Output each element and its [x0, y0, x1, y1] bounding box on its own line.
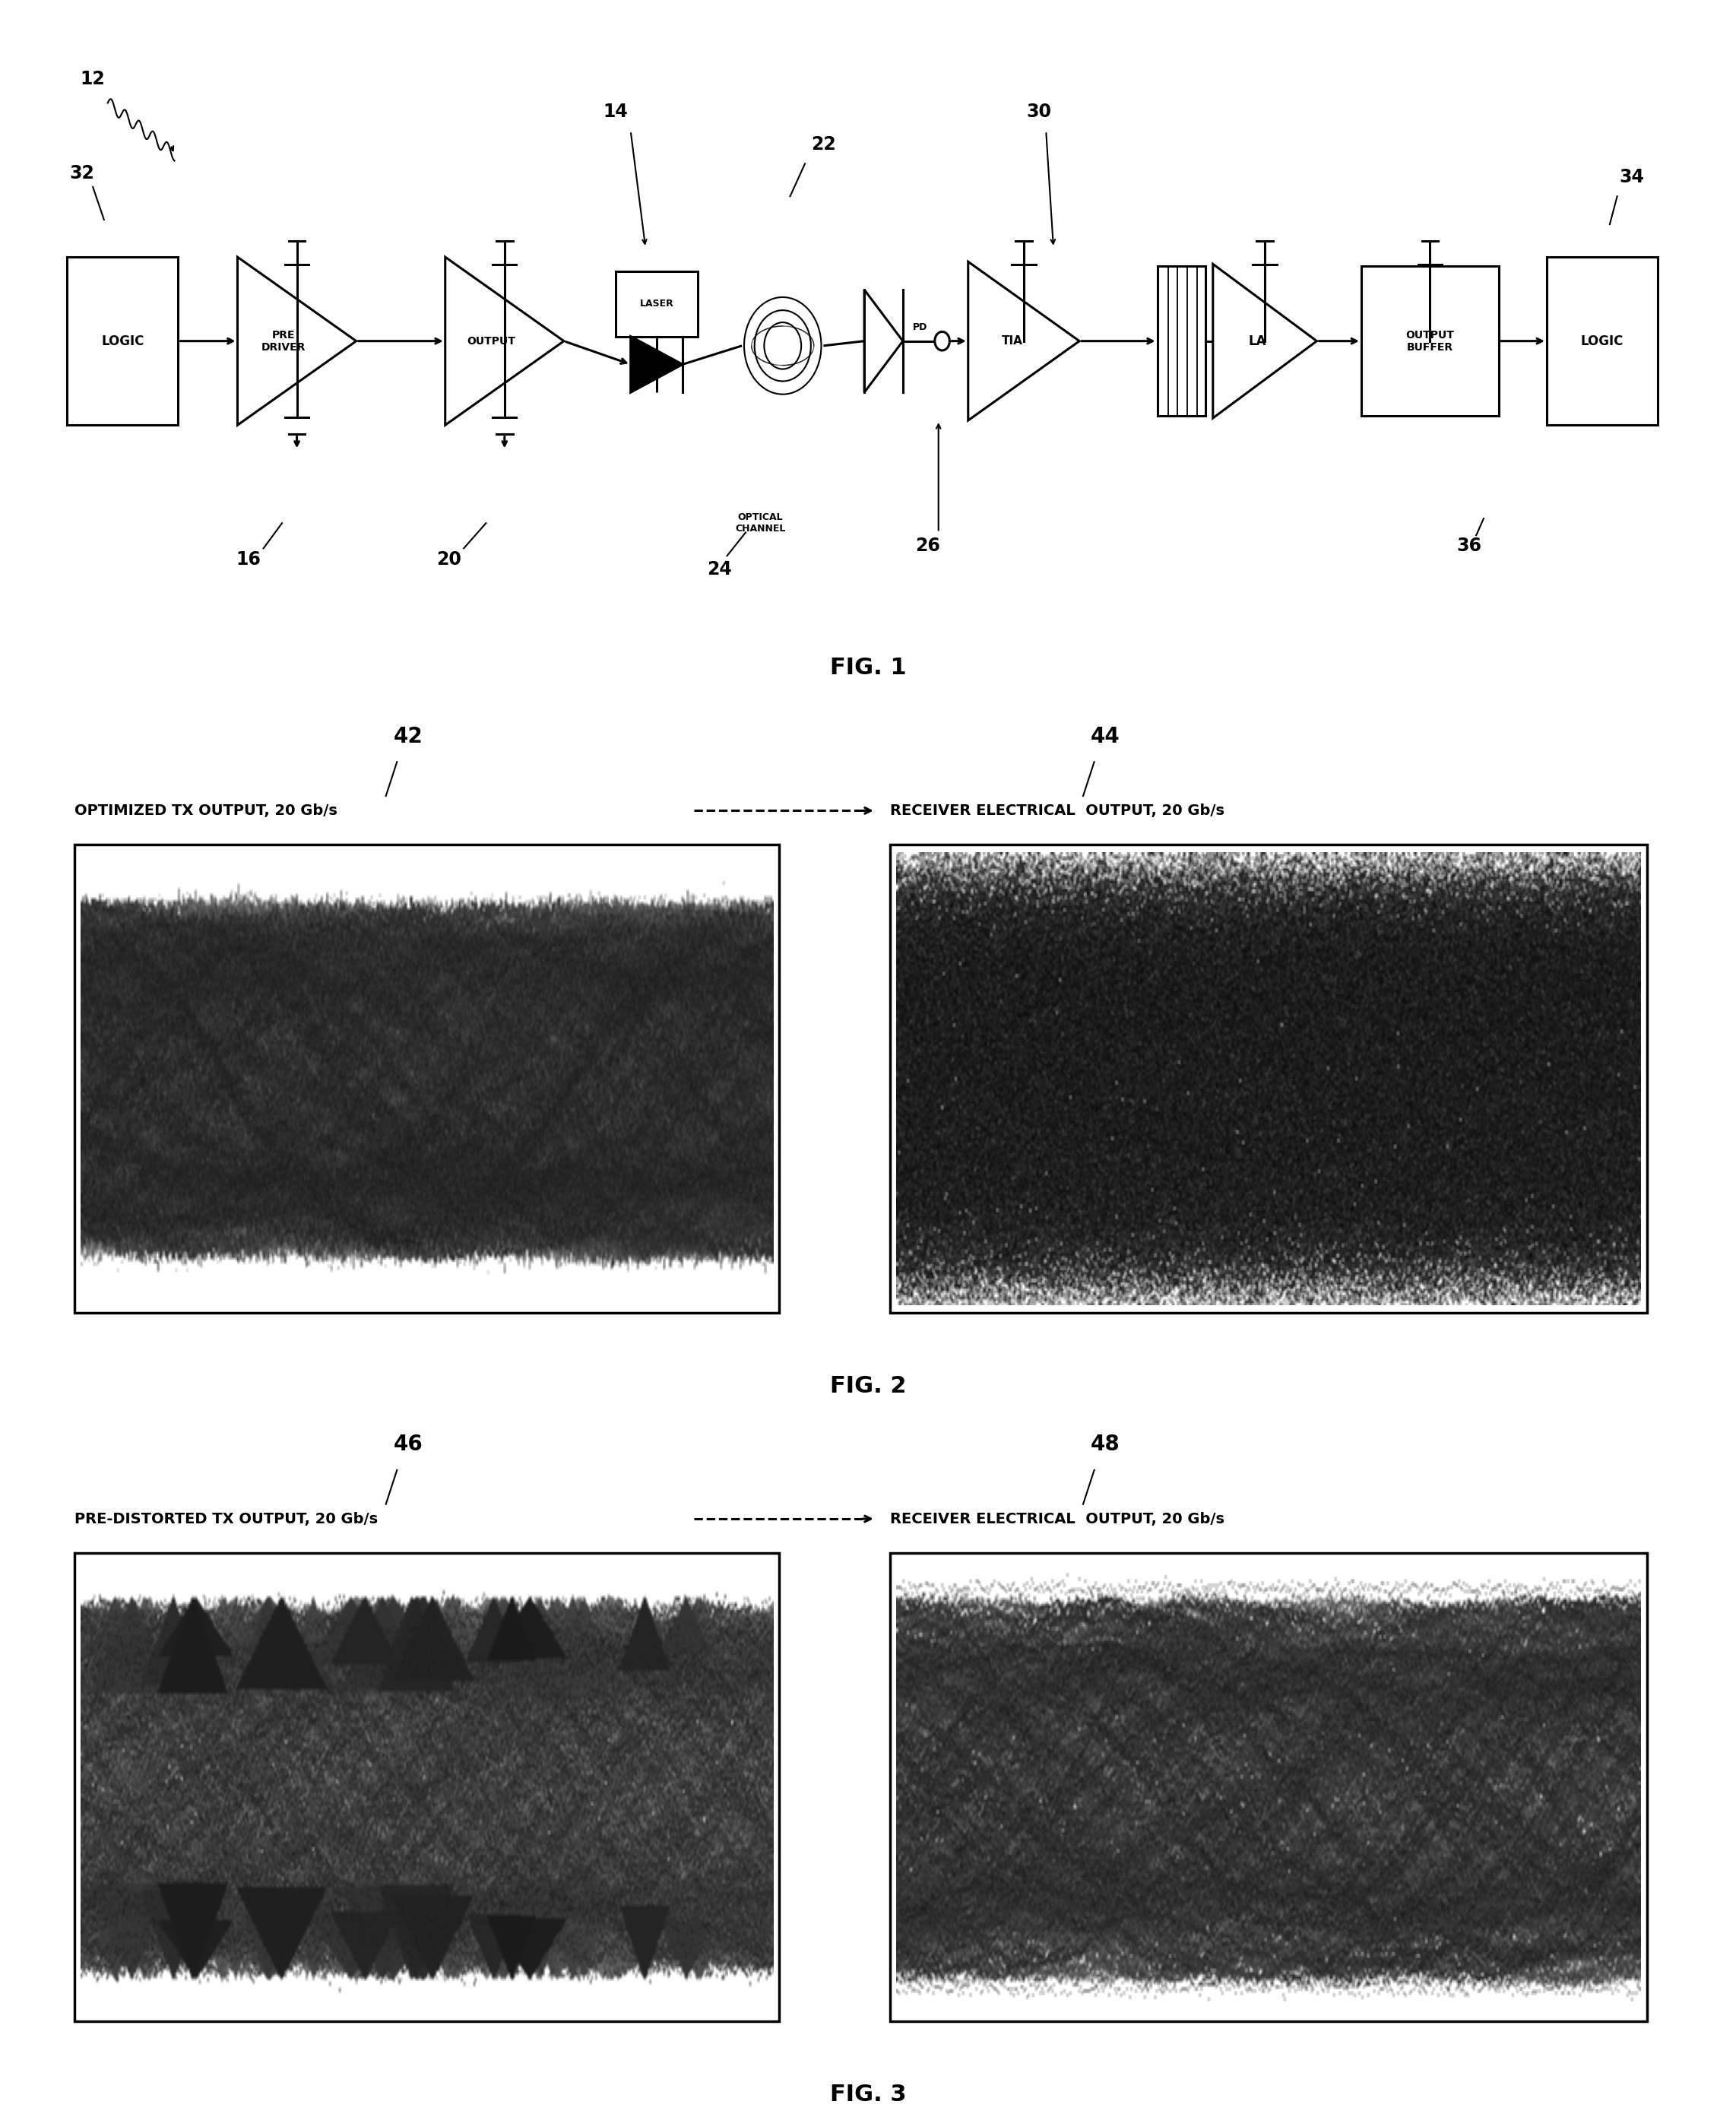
Text: 20: 20: [436, 552, 462, 569]
Text: 34: 34: [1620, 167, 1644, 186]
Polygon shape: [630, 336, 682, 393]
Text: FIG. 2: FIG. 2: [830, 1376, 906, 1397]
Text: 48: 48: [1090, 1433, 1120, 1454]
Polygon shape: [1213, 264, 1318, 419]
Text: LOGIC: LOGIC: [101, 334, 144, 349]
Text: RECEIVER ELECTRICAL  OUTPUT, 20 Gb/s: RECEIVER ELECTRICAL OUTPUT, 20 Gb/s: [891, 803, 1224, 818]
Text: FIG. 1: FIG. 1: [830, 657, 906, 679]
Text: 12: 12: [80, 70, 106, 89]
Bar: [68, 258, 179, 425]
Polygon shape: [444, 258, 564, 425]
Bar: [616, 271, 698, 336]
Text: 46: 46: [394, 1433, 424, 1454]
Text: LA: LA: [1248, 334, 1266, 349]
Bar: [891, 846, 1647, 1313]
Text: 42: 42: [394, 725, 424, 746]
Bar: [891, 1554, 1647, 2021]
Text: 32: 32: [69, 165, 94, 182]
Text: 16: 16: [236, 552, 260, 569]
Text: 14: 14: [604, 104, 628, 120]
Text: FIG. 3: FIG. 3: [830, 2084, 906, 2106]
Bar: [1361, 266, 1498, 416]
Polygon shape: [969, 262, 1080, 421]
Text: OUTPUT
BUFFER: OUTPUT BUFFER: [1406, 330, 1455, 353]
Text: TIA: TIA: [1002, 336, 1023, 347]
Text: 24: 24: [707, 560, 733, 579]
Text: OPTIMIZED TX OUTPUT, 20 Gb/s: OPTIMIZED TX OUTPUT, 20 Gb/s: [75, 803, 337, 818]
Text: 26: 26: [915, 537, 939, 556]
Bar: [75, 846, 779, 1313]
Text: LOGIC: LOGIC: [1581, 334, 1623, 349]
Bar: [1547, 258, 1658, 425]
Polygon shape: [865, 290, 903, 393]
Bar: [1158, 266, 1205, 416]
Polygon shape: [238, 258, 356, 425]
Text: OUTPUT: OUTPUT: [467, 336, 516, 347]
Text: PRE
DRIVER: PRE DRIVER: [262, 330, 306, 353]
Bar: [75, 1554, 779, 2021]
Text: OPTICAL
CHANNEL: OPTICAL CHANNEL: [736, 512, 786, 533]
Text: LASER: LASER: [639, 298, 674, 309]
Text: RECEIVER ELECTRICAL  OUTPUT, 20 Gb/s: RECEIVER ELECTRICAL OUTPUT, 20 Gb/s: [891, 1512, 1224, 1526]
Text: PD: PD: [913, 321, 927, 332]
Text: 36: 36: [1457, 537, 1481, 556]
Text: 30: 30: [1026, 104, 1050, 120]
Text: 22: 22: [811, 135, 837, 154]
Text: 44: 44: [1090, 725, 1120, 746]
Text: PRE-DISTORTED TX OUTPUT, 20 Gb/s: PRE-DISTORTED TX OUTPUT, 20 Gb/s: [75, 1512, 378, 1526]
